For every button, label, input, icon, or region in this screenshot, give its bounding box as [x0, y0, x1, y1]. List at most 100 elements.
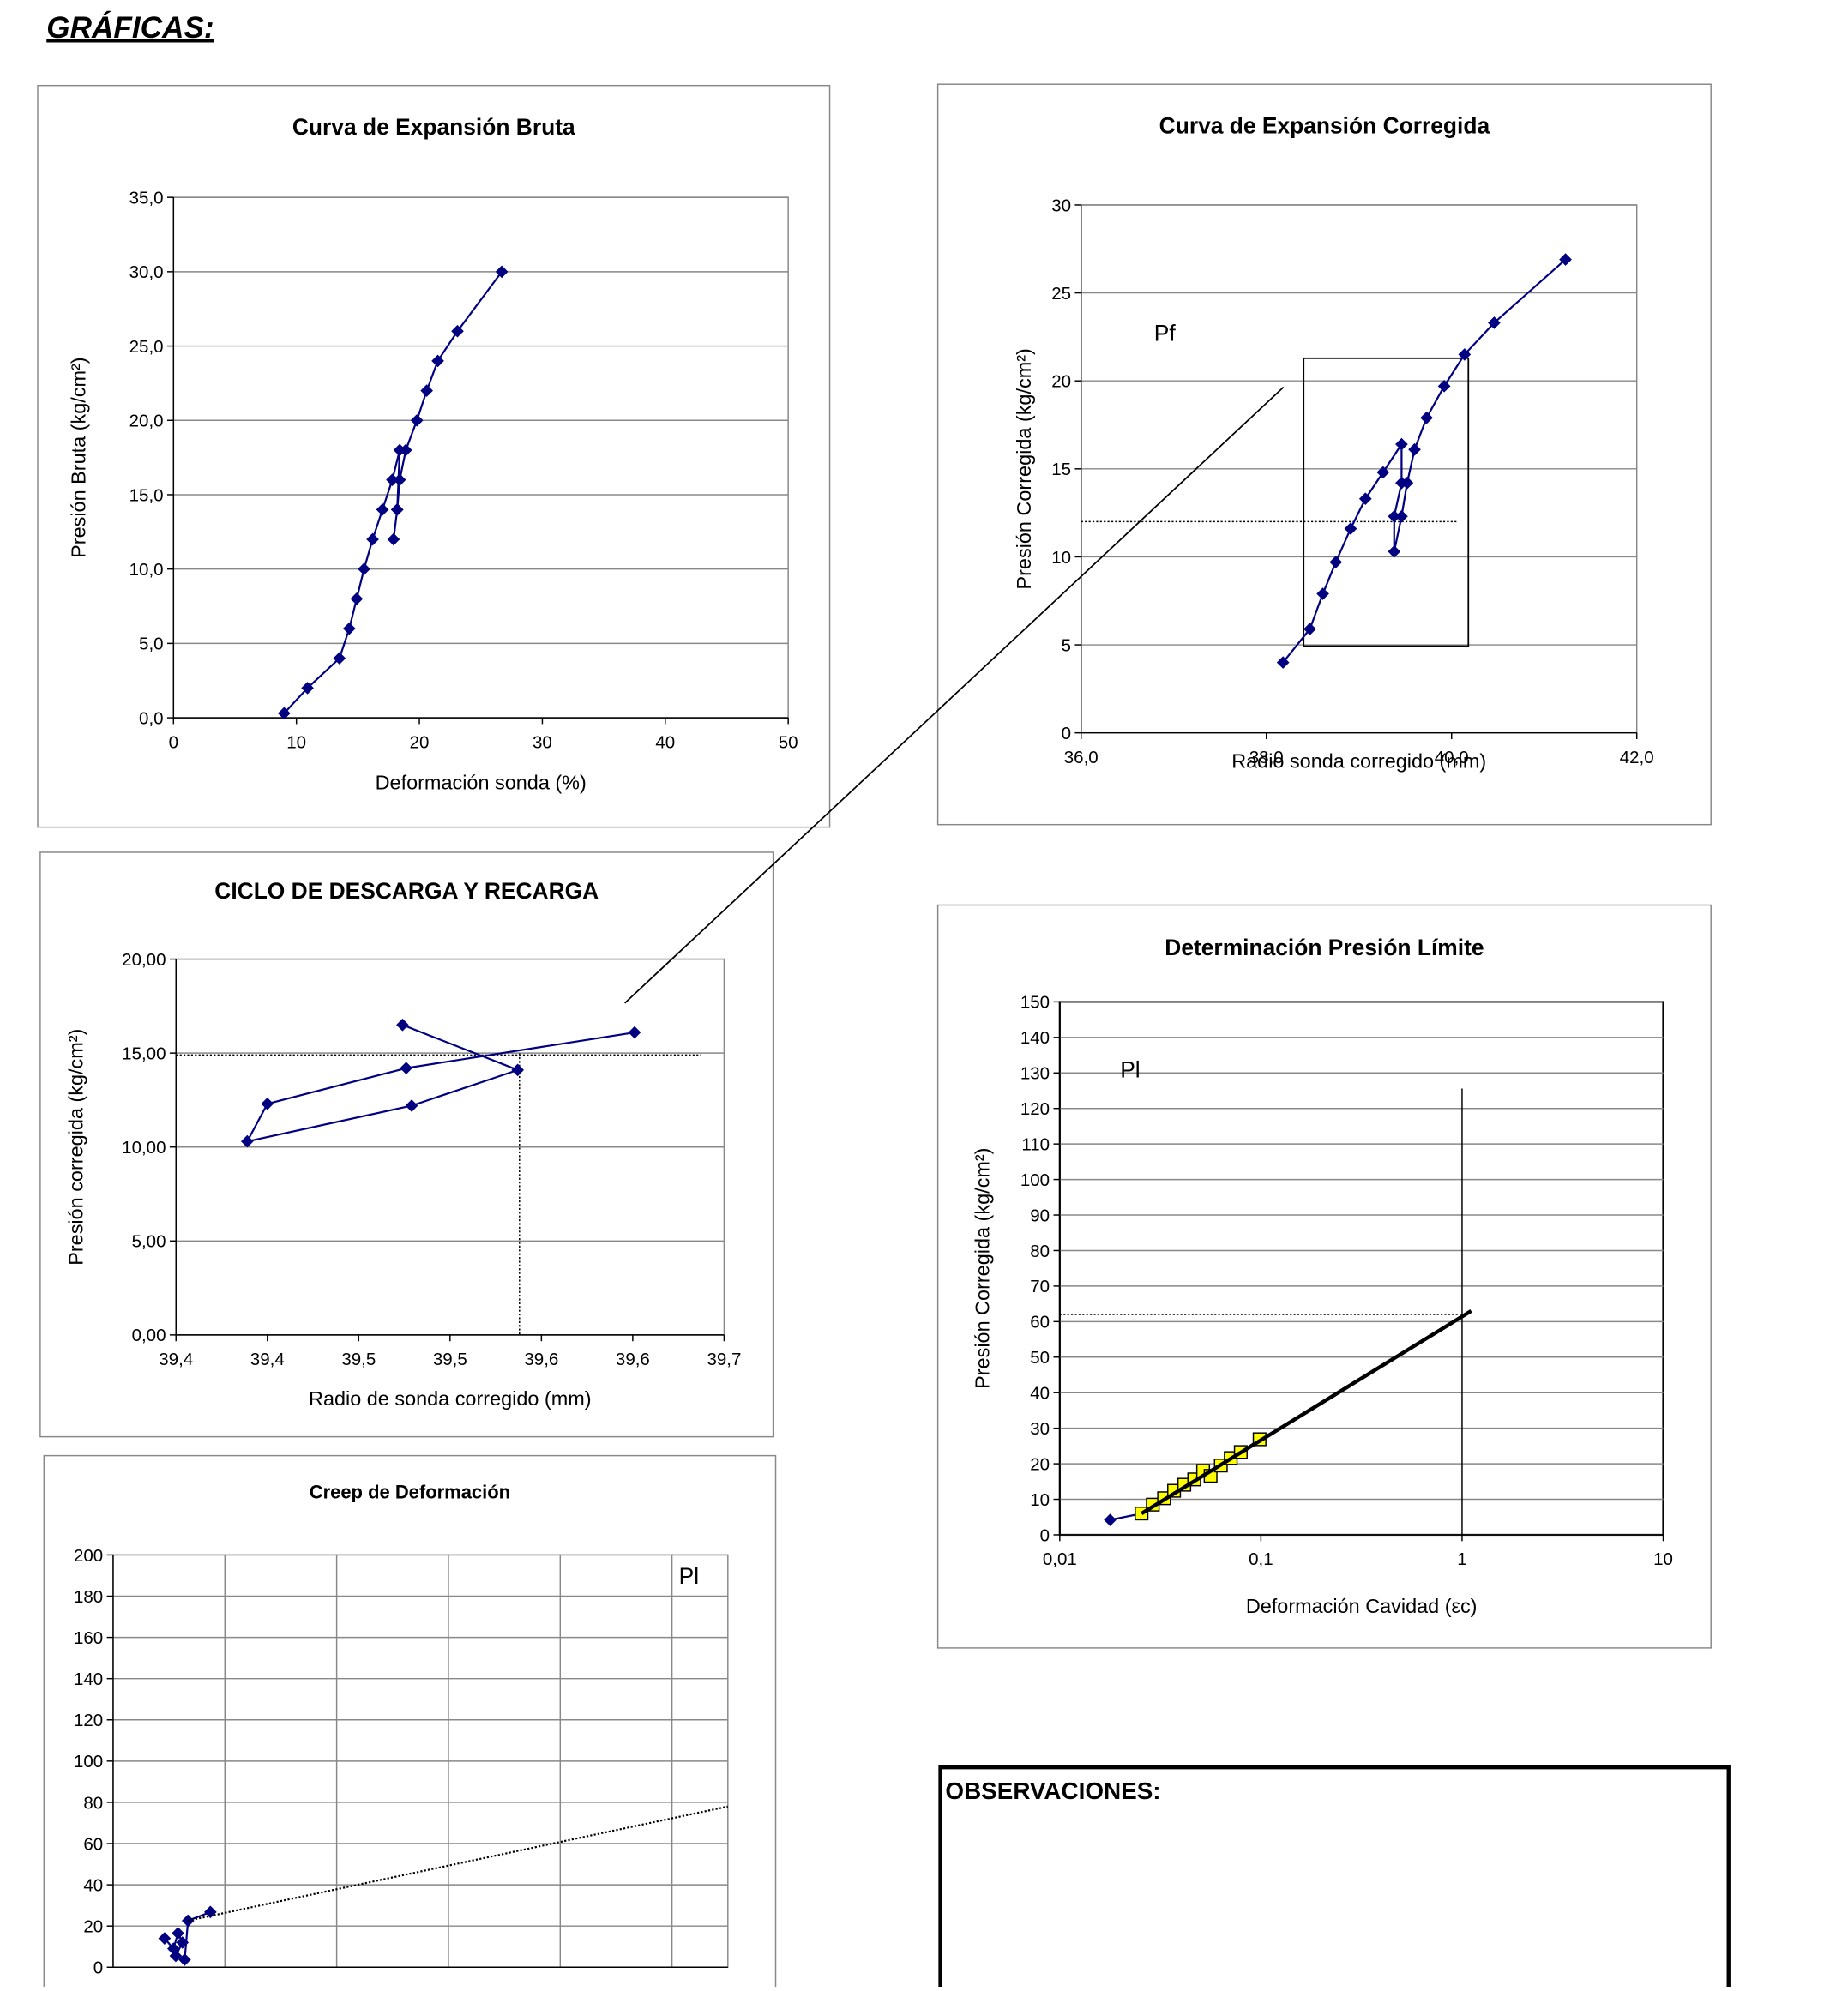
- y-tick-label: 25: [1051, 284, 1071, 304]
- x-tick-label: 10: [286, 732, 306, 752]
- y-axis-label: Presión Corregida (kg/cm²): [1013, 348, 1035, 589]
- data-point: [158, 1932, 172, 1945]
- connector-line: [623, 386, 1285, 1004]
- x-tick-label: 39,5: [341, 1350, 376, 1369]
- data-point: [1376, 466, 1390, 479]
- y-tick-label: 10: [1030, 1490, 1050, 1510]
- data-point: [1437, 380, 1451, 393]
- data-point: [1329, 556, 1343, 568]
- data-point: [301, 682, 314, 695]
- x-tick-label: 0: [169, 732, 178, 752]
- y-tick-label: 20,00: [122, 950, 166, 970]
- observations-box: [938, 1765, 1731, 1991]
- data-point: [1303, 623, 1316, 635]
- x-tick-label: 39,6: [616, 1350, 650, 1369]
- data-point: [393, 473, 406, 486]
- y-tick-label: 5,0: [139, 635, 164, 654]
- y-tick-label: 40: [83, 1875, 103, 1895]
- x-tick-label: 10: [1653, 1549, 1673, 1569]
- y-tick-label: 5: [1062, 635, 1071, 655]
- y-tick-label: 60: [1030, 1313, 1050, 1332]
- y-tick-label: 20: [83, 1917, 103, 1937]
- y-tick-label: 200: [74, 1546, 103, 1566]
- x-tick-label: 39,6: [524, 1350, 558, 1369]
- chart-title: Curva de Expansión Corregida: [1159, 112, 1490, 138]
- x-tick-label: 30: [533, 732, 552, 752]
- x-tick-label: 39,5: [433, 1350, 467, 1369]
- data-point: [405, 1099, 418, 1112]
- data-point: [366, 532, 379, 546]
- y-tick-label: 30: [1051, 195, 1071, 215]
- y-tick-label: 10: [1051, 548, 1071, 568]
- chart-title: Determinación Presión Límite: [1165, 935, 1484, 960]
- data-point: [386, 473, 399, 486]
- y-tick-label: 30,0: [129, 262, 164, 282]
- data-point: [204, 1905, 217, 1919]
- x-axis-label: Deformación Cavidad (εc): [1246, 1595, 1478, 1617]
- data-point: [1395, 509, 1408, 523]
- y-tick-label: 130: [1020, 1064, 1050, 1084]
- data-point: [410, 413, 424, 427]
- x-tick-label: 0,01: [1043, 1549, 1077, 1569]
- data-point: [495, 265, 509, 279]
- data-point: [396, 1018, 409, 1032]
- y-tick-label: 0: [1040, 1525, 1050, 1545]
- y-tick-label: 140: [1020, 1028, 1050, 1048]
- data-point: [628, 1026, 641, 1039]
- data-point: [176, 1936, 190, 1949]
- data-point: [1458, 348, 1472, 361]
- y-tick-label: 35,0: [129, 188, 164, 208]
- data-point: [511, 1063, 524, 1077]
- x-tick-label: 40,0: [1435, 748, 1469, 767]
- data-point: [1395, 437, 1408, 451]
- y-tick-label: 0,00: [132, 1326, 166, 1345]
- x-tick-label: 42,0: [1620, 748, 1654, 767]
- y-tick-label: 140: [74, 1669, 103, 1689]
- y-tick-label: 5,00: [132, 1232, 166, 1252]
- x-tick-label: 39,4: [159, 1350, 193, 1369]
- data-point: [1408, 442, 1421, 456]
- y-tick-label: 150: [1020, 993, 1050, 1013]
- chart-title: Curva de Expansión Bruta: [292, 114, 575, 140]
- y-tick-label: 60: [83, 1834, 103, 1854]
- y-tick-label: 0: [1062, 724, 1071, 743]
- data-point: [1344, 522, 1357, 535]
- observations-title: OBSERVACIONES:: [945, 1777, 1160, 1804]
- y-tick-label: 15,00: [122, 1044, 166, 1063]
- data-point: [1400, 476, 1414, 490]
- y-tick-label: 180: [74, 1587, 103, 1607]
- x-tick-label: 36,0: [1064, 748, 1099, 767]
- x-tick-label: 0,1: [1249, 1549, 1273, 1569]
- y-tick-label: 70: [1030, 1277, 1050, 1296]
- y-tick-label: 0,0: [139, 708, 164, 728]
- data-point: [387, 532, 400, 546]
- y-tick-label: 50: [1030, 1348, 1050, 1368]
- data-point: [350, 592, 364, 605]
- y-tick-label: 80: [83, 1793, 103, 1813]
- series-line: [1141, 1309, 1472, 1515]
- y-tick-label: 120: [1020, 1099, 1050, 1119]
- y-tick-label: 120: [74, 1711, 103, 1730]
- x-tick-label: 39,4: [250, 1350, 285, 1369]
- y-tick-label: 40: [1030, 1384, 1050, 1404]
- data-point: [400, 1062, 413, 1074]
- data-point: [1104, 1513, 1117, 1526]
- annotation: Pl: [679, 1563, 699, 1589]
- y-axis-label: Presión Corregida (kg/cm²): [972, 1148, 994, 1389]
- data-point: [358, 562, 370, 576]
- x-tick-label: 38,0: [1249, 748, 1284, 767]
- y-tick-label: 20,0: [129, 412, 164, 431]
- x-tick-label: 50: [779, 732, 798, 752]
- plot-area: [1058, 1001, 1664, 1537]
- y-tick-label: 110: [1021, 1134, 1050, 1154]
- data-point: [343, 622, 356, 635]
- y-tick-label: 10,00: [122, 1138, 166, 1158]
- y-tick-label: 160: [74, 1628, 103, 1648]
- y-tick-label: 0: [93, 1958, 103, 1978]
- x-axis-label: Deformación sonda (%): [376, 772, 587, 794]
- chart-title: Creep de Deformación: [310, 1481, 510, 1502]
- data-point: [399, 443, 412, 457]
- x-tick-label: 20: [410, 732, 430, 752]
